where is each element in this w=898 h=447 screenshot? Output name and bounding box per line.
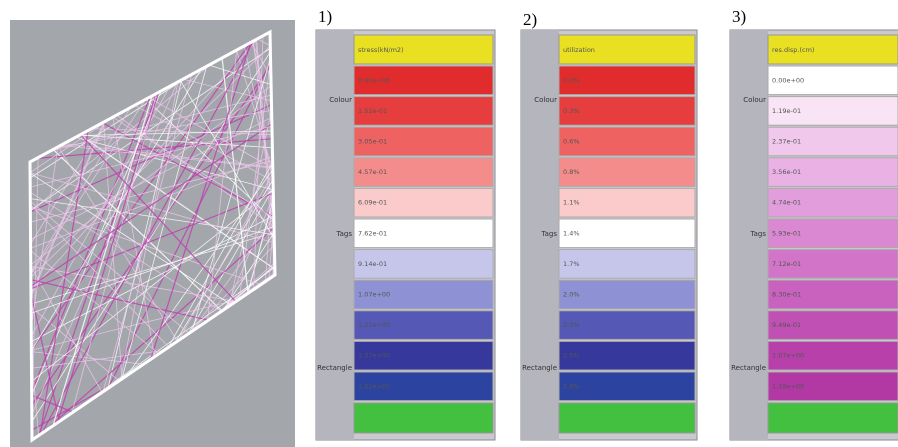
row-label: 0.8% xyxy=(563,168,580,176)
panel-number: 2) xyxy=(523,10,537,29)
side-label: Tags xyxy=(336,230,353,238)
end-cell xyxy=(354,403,493,433)
row-label: 3.56e-01 xyxy=(772,168,801,176)
row-label: 2.37e-01 xyxy=(772,138,801,146)
row-label: 9.49e-01 xyxy=(772,321,801,329)
side-label: Colour xyxy=(329,96,352,104)
row-label: 0.6% xyxy=(563,138,580,146)
side-label: Colour xyxy=(743,96,766,104)
header-label: res.disp.(cm) xyxy=(772,46,814,54)
side-label: Rectangle xyxy=(522,364,557,372)
side-label: Colour xyxy=(534,96,557,104)
row-label: 0.00e+00 xyxy=(358,76,390,84)
row-label: 1.07e+00 xyxy=(358,291,390,299)
panel-number: 1) xyxy=(318,7,332,26)
row-label: 1.22e+00 xyxy=(358,321,390,329)
side-label: Rectangle xyxy=(731,364,766,372)
row-label: 9.14e-01 xyxy=(358,260,387,268)
side-label: Tags xyxy=(541,230,558,238)
row-label: 0.0% xyxy=(563,76,580,84)
row-label: 8.30e-01 xyxy=(772,291,801,299)
row-label: 7.62e-01 xyxy=(358,229,387,237)
row-label: 0.00e+00 xyxy=(772,76,804,84)
row-label: 2.0% xyxy=(563,291,580,299)
row-label: 2.3% xyxy=(563,321,580,329)
row-label: 2.8% xyxy=(563,382,580,390)
row-label: 2.5% xyxy=(563,352,580,360)
row-label: 1.07e+00 xyxy=(772,352,804,360)
row-label: 0.3% xyxy=(563,107,580,115)
screenshot: 1) stress(kN/m2) 0.00e+00 1.52e-01 3.05e-01 4… xyxy=(0,0,898,447)
row-label: 1.19e-01 xyxy=(772,107,801,115)
row-label: 3.05e-01 xyxy=(358,138,387,146)
row-label: 1.37e+00 xyxy=(358,352,390,360)
panel-number: 3) xyxy=(732,7,746,26)
row-label: 6.09e-01 xyxy=(358,199,387,207)
end-cell xyxy=(768,403,898,433)
row-label: 1.19e+00 xyxy=(772,382,804,390)
row-label: 5.93e-01 xyxy=(772,229,801,237)
row-label: 1.4% xyxy=(563,229,580,237)
header-label: utilization xyxy=(563,46,595,54)
row-label: 7.12e-01 xyxy=(772,260,801,268)
end-cell xyxy=(559,403,695,433)
side-label: Tags xyxy=(750,230,767,238)
row-label: 1.52e-01 xyxy=(358,107,387,115)
row-label: 1.7% xyxy=(563,260,580,268)
header-label: stress(kN/m2) xyxy=(358,46,404,54)
row-label: 4.57e-01 xyxy=(358,168,387,176)
row-label: 1.1% xyxy=(563,199,580,207)
canvas: 1) stress(kN/m2) 0.00e+00 1.52e-01 3.05e-01 4… xyxy=(0,0,898,447)
side-label: Rectangle xyxy=(317,364,352,372)
row-label: 4.74e-01 xyxy=(772,199,801,207)
row-label: 1.52e+00 xyxy=(358,382,390,390)
